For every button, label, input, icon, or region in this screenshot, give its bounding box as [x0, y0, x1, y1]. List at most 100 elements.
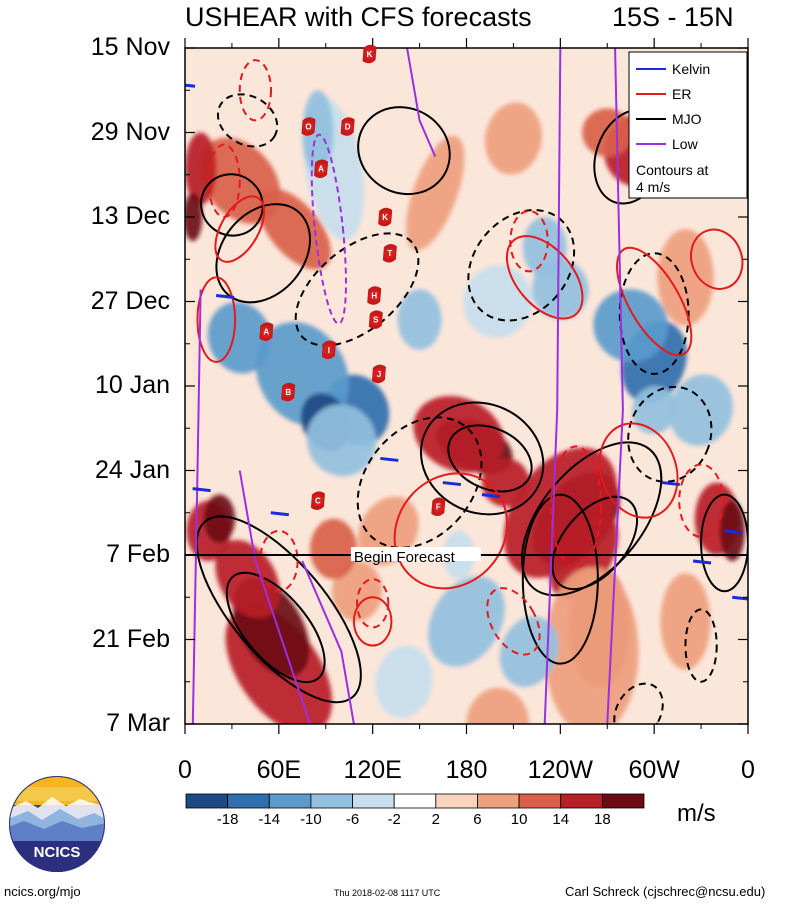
colorbar-tick-label: 14 [552, 811, 570, 828]
shear-anomaly-patch [484, 102, 542, 175]
cyclone-id: I [328, 346, 330, 355]
solid-contour [393, 472, 509, 590]
legend-label: Kelvin [672, 61, 710, 77]
legend: Kelvin ER MJO Low Contours at 4 m/s [628, 51, 748, 199]
x-tick-label: 0 [741, 756, 755, 784]
solid-contour [521, 493, 599, 665]
solid-contour [700, 493, 748, 593]
shear-anomaly-patch [185, 132, 217, 205]
dashed-contour [618, 252, 690, 375]
timestamp: Thu 2018-02-08 1117 UTC [334, 888, 441, 898]
solid-contour [196, 276, 237, 363]
dashed-contour [294, 232, 420, 347]
forecast-label-bg [350, 547, 481, 561]
colorbar-tick-label: 6 [473, 811, 482, 828]
solid-contour [419, 401, 545, 516]
y-tick-label: 7 Feb [106, 540, 170, 568]
cyclone-id: K [382, 213, 388, 222]
low-contour [406, 48, 437, 158]
kelvin-contour [732, 595, 748, 601]
dashed-contour [549, 445, 602, 569]
shear-anomaly-patch [660, 573, 711, 670]
colorbar-tick-label: -14 [258, 811, 281, 828]
low-contour [238, 470, 312, 724]
site-url: ncics.org/mjo [4, 884, 81, 899]
cyclone-id: J [377, 370, 381, 379]
solid-contour [352, 596, 393, 647]
solid-contour [551, 495, 639, 591]
kelvin-contour [724, 529, 743, 535]
cyclone-id: K [367, 50, 373, 59]
shear-anomaly-patch [669, 374, 733, 446]
cyclone-id: C [315, 497, 321, 506]
y-tick-label: 29 Nov [90, 117, 170, 146]
dashed-contour [467, 209, 576, 322]
shear-anomaly-patch [466, 687, 530, 724]
shear-anomaly-patch [207, 302, 272, 374]
kelvin-contour [661, 481, 680, 487]
x-tick-label: 60W [628, 756, 680, 784]
y-tick-label: 15 Nov [90, 33, 170, 61]
tropical-cyclone-markers: K O D A K T H S A I J B C F [259, 44, 446, 516]
kelvin-contour [215, 293, 235, 299]
colorbar-tick-label: -6 [345, 811, 360, 828]
shear-anomaly-patch [406, 135, 465, 251]
dashed-contour [207, 143, 241, 219]
dashed-contour [486, 587, 541, 656]
cyclone-id: D [345, 122, 351, 131]
forecast-label: Begin Forecast [354, 549, 456, 566]
axis-ticks [184, 38, 749, 734]
tropical-cyclone-marker: S [368, 310, 383, 329]
shear-anomaly-patch [302, 90, 334, 175]
dashed-contour [259, 529, 299, 593]
shear-anomaly-patch [375, 645, 433, 718]
shear-anomaly-patch [257, 188, 331, 270]
colorbar-swatch [268, 793, 312, 809]
legend-note-line2: 4 m/s [636, 179, 670, 195]
kelvin-contour [185, 83, 196, 88]
solid-contour [214, 195, 266, 263]
shear-anomaly-patch [593, 289, 669, 363]
author-credit: Carl Schreck (cjschrec@ncsu.edu) [565, 884, 766, 899]
shear-anomaly-patch [582, 108, 633, 157]
chart-title: USHEAR with CFS forecasts [185, 2, 532, 32]
kelvin-contour [192, 487, 211, 493]
kelvin-contour [692, 559, 712, 565]
latitude-band-label: 15S - 15N [612, 2, 734, 32]
dashed-contour [216, 93, 279, 148]
solid-contour [195, 515, 362, 704]
tropical-cyclone-marker: I [321, 340, 336, 360]
shear-anomaly-patch [203, 494, 236, 543]
tropical-cyclone-marker: T [382, 243, 397, 263]
shear-anomaly-patch [397, 289, 442, 350]
x-tick-label: 180 [445, 756, 488, 784]
solid-contour [200, 173, 264, 237]
colorbar-swatch [185, 793, 229, 809]
tropical-cyclone-marker: O [301, 117, 316, 136]
colorbar-tick-label: 18 [594, 811, 611, 828]
cyclone-id: B [285, 388, 291, 397]
shear-anomaly-patch [631, 386, 677, 435]
kelvin-contour [380, 456, 399, 462]
x-tick-label: 120W [527, 756, 593, 784]
shear-anomaly-patch [499, 616, 559, 687]
logo-text: NCICS [34, 844, 81, 861]
dashed-contour [678, 463, 724, 538]
cyclone-id: A [318, 165, 324, 174]
solid-contour [357, 106, 451, 196]
x-tick-label: 0 [178, 756, 192, 784]
tropical-cyclone-marker: K [362, 44, 377, 64]
tropical-cyclone-marker: A [314, 159, 329, 178]
solid-contour [505, 235, 584, 320]
y-tick-label: 7 Mar [106, 709, 170, 737]
wave-contours [185, 48, 748, 724]
colorbar-swatch [435, 793, 478, 809]
colorbar-units: m/s [677, 800, 716, 827]
colorbar-tick-label: 2 [431, 811, 440, 828]
x-tick-label: 60E [256, 756, 302, 784]
colorbar-tick-label: -10 [300, 811, 322, 828]
colorbar-tick-label: 10 [510, 811, 528, 828]
cyclone-id: S [373, 316, 379, 325]
shear-anomaly-patch [657, 229, 714, 326]
